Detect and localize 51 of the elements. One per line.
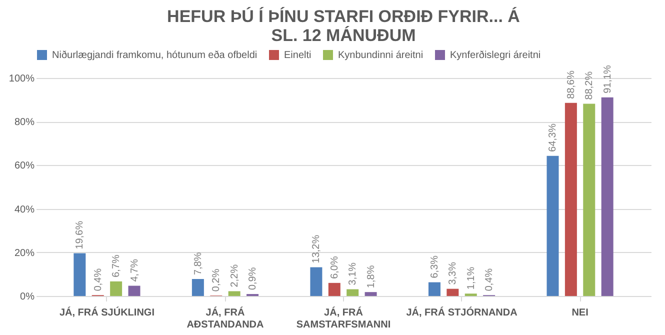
legend-label: Kynbundinni áreitni bbox=[338, 50, 424, 61]
data-label: 0,9% bbox=[248, 267, 259, 290]
bar bbox=[564, 102, 577, 296]
bar bbox=[546, 156, 559, 296]
data-label: 88,6% bbox=[566, 70, 577, 99]
bar bbox=[446, 288, 459, 296]
bar bbox=[128, 286, 140, 296]
data-label: 91,1% bbox=[602, 64, 614, 94]
y-tick-label: 100% bbox=[8, 74, 35, 84]
data-label: 13,2% bbox=[311, 234, 322, 264]
chart-title: HEFUR ÞÚ Í ÞÍNU STARFI ORÐIÐ FYRIR... Á SL. 12 MÁNUÐUM bbox=[167, 6, 520, 45]
data-label: 0,4% bbox=[92, 268, 104, 292]
data-label: 64,3% bbox=[548, 123, 559, 152]
data-label: 0,4% bbox=[484, 268, 496, 292]
x-tick-label: JÁ, FRÁ SAMSTARFSMANNI bbox=[296, 306, 391, 330]
data-label: 6,0% bbox=[329, 256, 340, 279]
bar bbox=[328, 282, 340, 296]
data-label: 6,3% bbox=[429, 255, 440, 278]
y-tick-label: 40% bbox=[14, 204, 35, 216]
data-label: 3,1% bbox=[348, 262, 359, 286]
bar bbox=[601, 97, 614, 296]
y-tick-label: 20% bbox=[14, 248, 35, 259]
data-label: 3,3% bbox=[448, 262, 459, 285]
bar bbox=[74, 253, 86, 296]
y-tick-label: 80% bbox=[14, 117, 35, 128]
data-label: 4,7% bbox=[129, 258, 140, 282]
data-label: 7,8% bbox=[192, 252, 204, 275]
legend-label: Kynferðislegri áreitni bbox=[450, 50, 541, 61]
x-tick-label: NEI bbox=[572, 308, 589, 318]
x-tick-label: JÁ, FRÁ STJÓRNANDA bbox=[406, 306, 518, 318]
y-tick-label: 60% bbox=[14, 160, 35, 172]
x-tick-label: JÁ, FRÁ AÐSTANDANDA bbox=[186, 306, 264, 330]
x-tick-label: JÁ, FRÁ SJÚKLINGI bbox=[59, 306, 155, 318]
data-label: 0,2% bbox=[211, 268, 222, 292]
bar bbox=[364, 292, 377, 296]
bar bbox=[346, 289, 359, 296]
bar bbox=[228, 291, 240, 296]
data-label: 19,6% bbox=[74, 220, 86, 250]
bar bbox=[110, 281, 122, 296]
data-label: 6,7% bbox=[111, 254, 122, 278]
y-tick-label: 0% bbox=[20, 292, 35, 302]
bar bbox=[310, 267, 322, 296]
data-label: 1,8% bbox=[366, 265, 377, 288]
legend-label: Niðurlægjandi framkomu, hótunum eða ofbeldi bbox=[52, 50, 258, 61]
data-label: 88,2% bbox=[584, 71, 596, 100]
bar bbox=[583, 104, 596, 296]
bar bbox=[192, 278, 204, 296]
data-label: 1,1% bbox=[466, 266, 477, 290]
bar bbox=[428, 282, 440, 296]
legend-label: Einelti bbox=[284, 50, 312, 61]
data-label: 2,2% bbox=[229, 264, 240, 288]
